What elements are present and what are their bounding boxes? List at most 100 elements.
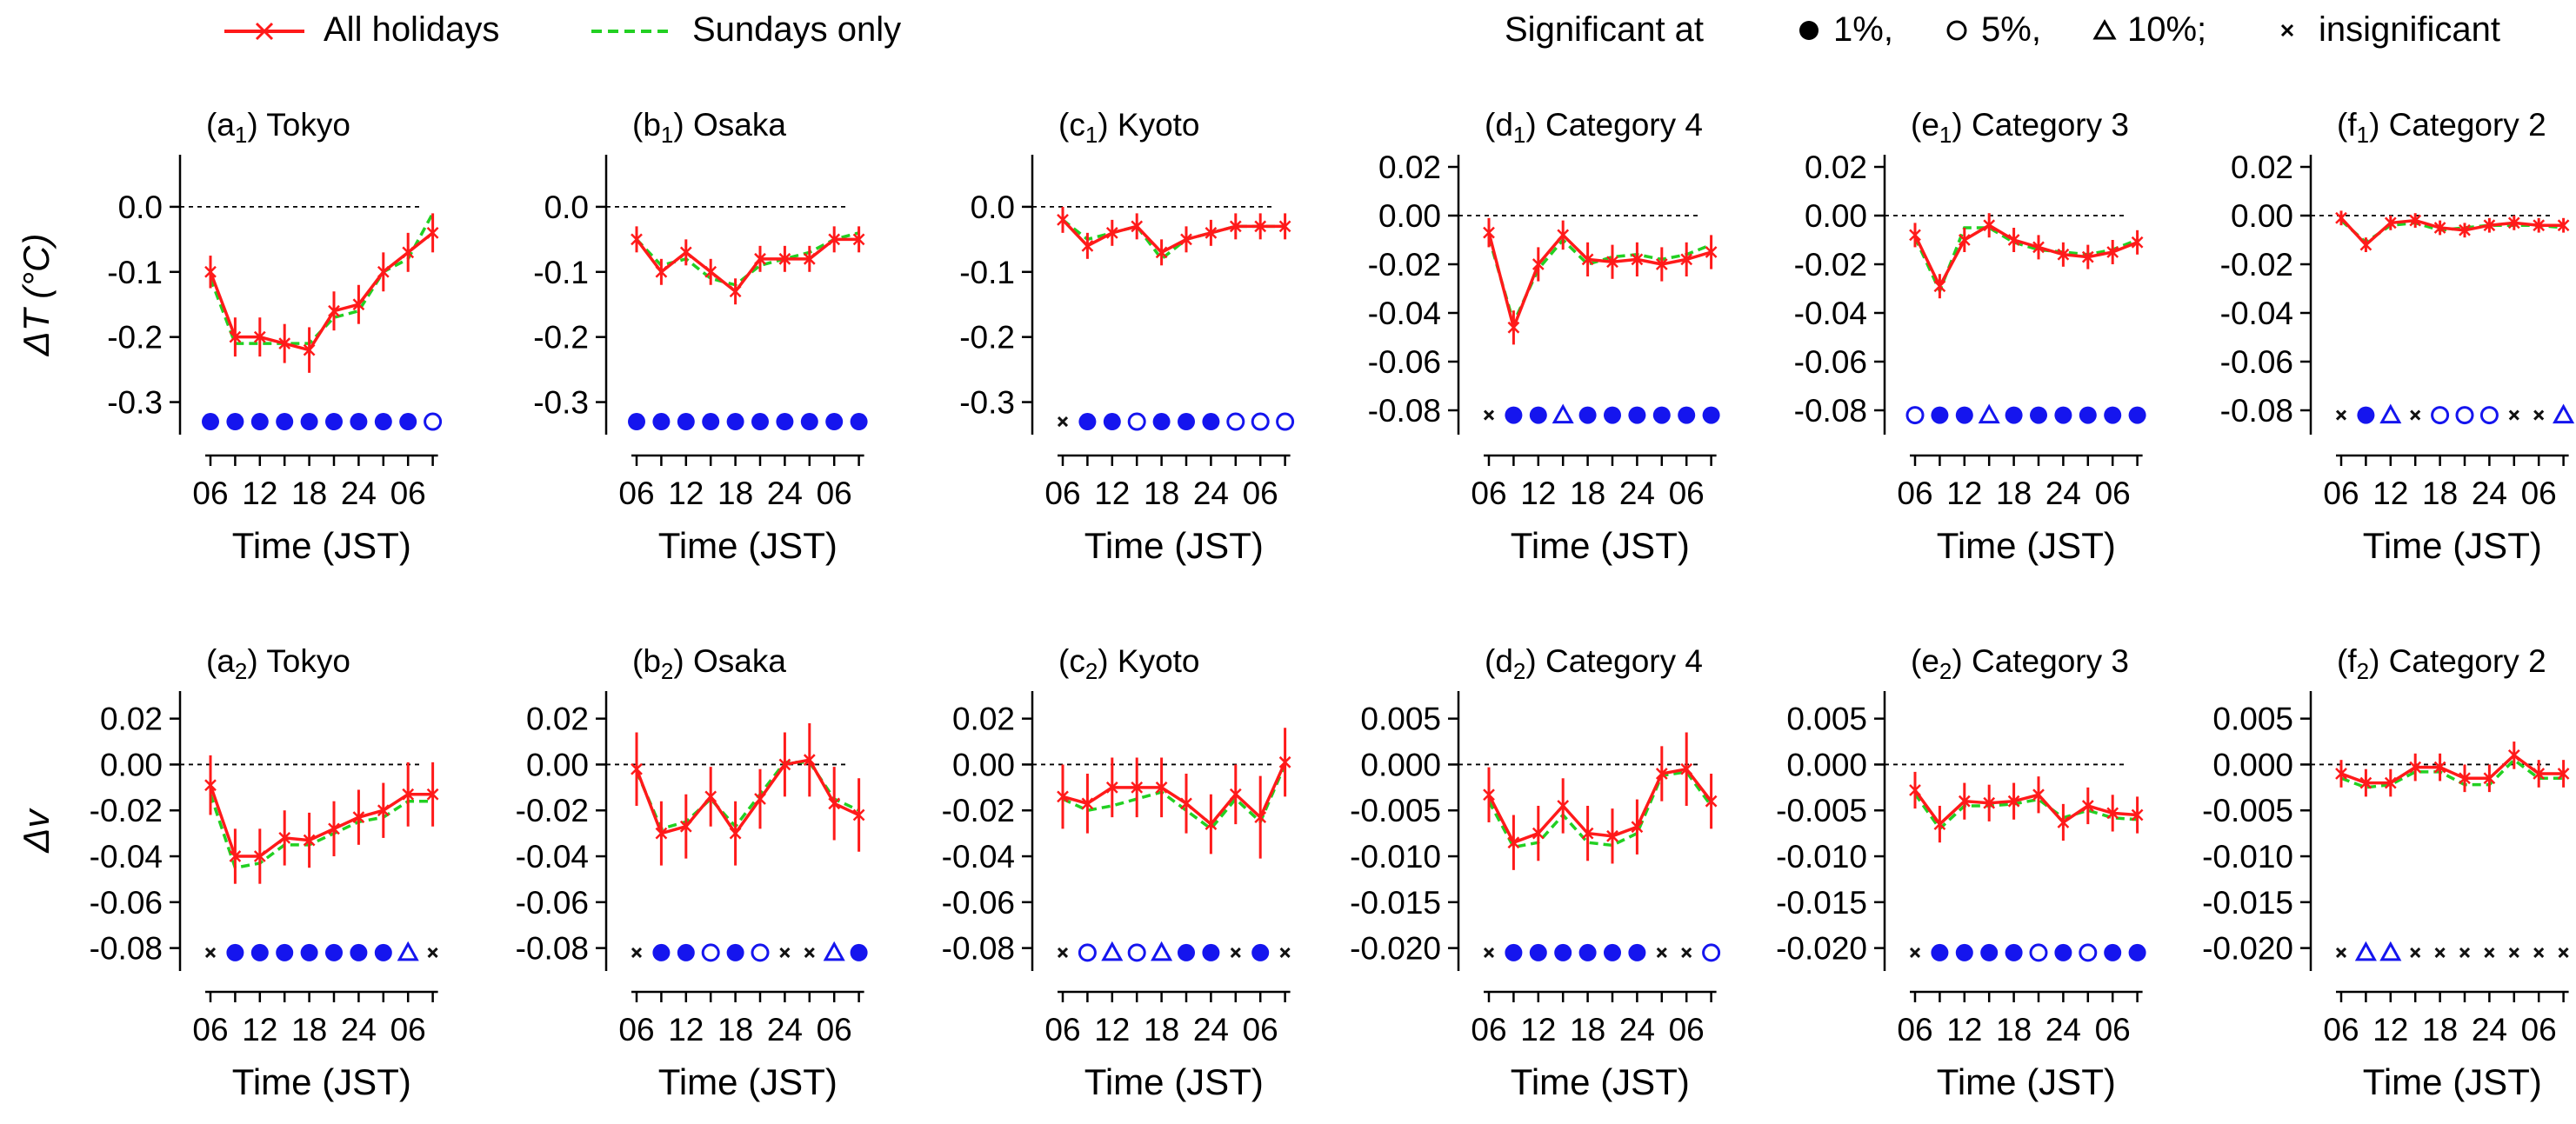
significance-marker-1pct — [374, 413, 392, 431]
significance-marker-insignificant — [2533, 409, 2545, 421]
significance-marker-1pct — [1678, 406, 1696, 424]
data-point-marker — [655, 265, 668, 278]
significance-marker-insignificant — [427, 947, 438, 958]
significance-marker-1pct — [677, 413, 695, 431]
x-tick-label: 24 — [1193, 476, 1229, 511]
significance-marker-1pct — [1604, 943, 1621, 961]
data-point-marker — [253, 330, 266, 343]
x-tick-label: 06 — [817, 476, 852, 511]
significance-marker-1pct — [2079, 406, 2097, 424]
y-tick-label: -0.015 — [1350, 885, 1441, 921]
significance-marker-10pct — [2354, 941, 2377, 961]
significance-marker-5pct — [2455, 406, 2474, 425]
y-tick-label: -0.08 — [1368, 393, 1441, 429]
y-tick-label: -0.015 — [1776, 885, 1867, 921]
significance-marker-1pct — [1505, 943, 1523, 961]
significance-marker-insignificant — [2410, 409, 2421, 421]
significance-marker-insignificant — [1656, 947, 1667, 958]
data-point-marker — [679, 820, 692, 833]
y-tick-label: -0.08 — [942, 931, 1015, 967]
data-point-marker — [2557, 768, 2570, 780]
significance-marker-10pct — [397, 941, 419, 961]
data-point-marker — [828, 797, 841, 810]
significance-marker-1pct — [825, 413, 844, 431]
data-point-marker — [2106, 246, 2119, 258]
x-tick-label: 06 — [2521, 476, 2557, 511]
data-point-marker — [303, 834, 316, 847]
significance-marker-insignificant — [2335, 947, 2347, 958]
significance-marker-1pct — [2128, 943, 2146, 961]
data-point-marker — [1705, 246, 1718, 258]
significance-marker-1pct — [702, 413, 720, 431]
significance-marker-1pct — [1529, 943, 1547, 961]
panel-title-text: ) Tokyo — [247, 643, 350, 679]
significance-marker-1pct — [374, 943, 392, 961]
panel-title: (c2) Kyoto — [1058, 643, 1200, 684]
significance-marker-5pct — [2079, 943, 2098, 962]
series-line-all-holidays — [2340, 753, 2564, 785]
significance-marker-5pct — [751, 943, 770, 962]
data-point-marker — [1581, 827, 1594, 840]
significance-marker-1pct — [2030, 406, 2047, 424]
significance-marker-5pct — [1251, 412, 1270, 431]
significance-marker-insignificant — [2410, 947, 2421, 958]
y-tick-label: 0.00 — [100, 747, 163, 782]
significance-marker-insignificant — [2335, 409, 2347, 421]
significance-marker-1pct — [300, 943, 318, 961]
significance-marker-1pct — [800, 413, 818, 431]
data-point-marker — [2032, 241, 2045, 254]
series-line-all-holidays — [1913, 788, 2138, 827]
y-tick-label: -0.08 — [2220, 393, 2293, 429]
x-tick-label: 06 — [390, 1012, 426, 1048]
significance-marker-insignificant — [2459, 947, 2471, 958]
y-tick-label: 0.0 — [118, 190, 163, 225]
data-point-marker — [679, 246, 692, 259]
data-point-marker — [704, 790, 717, 803]
significance-marker-1pct — [2104, 943, 2122, 961]
x-tick-label: 06 — [1669, 476, 1705, 511]
significance-marker-1pct — [226, 943, 244, 961]
data-point-marker — [1483, 788, 1495, 801]
x-axis-label: Time (JST) — [658, 1061, 838, 1102]
data-point-marker — [204, 265, 217, 278]
y-tick-label: -0.005 — [2202, 793, 2293, 828]
significance-marker-5pct — [2029, 943, 2048, 962]
panel-title-text: ) Kyoto — [1098, 107, 1199, 143]
y-tick-label: 0.005 — [1360, 702, 1441, 737]
significance-marker-1pct — [1931, 943, 1949, 961]
significance-marker-5pct — [1127, 412, 1146, 431]
x-axis-label: Time (JST) — [1511, 1061, 1690, 1102]
series-line-sundays-only — [1062, 763, 1287, 831]
y-tick-label: 0.000 — [1360, 747, 1441, 782]
y-tick-label: -0.010 — [1350, 839, 1441, 875]
y-tick-label: 0.02 — [1378, 150, 1441, 185]
legend-all-holidays-marker — [255, 22, 274, 41]
data-point-marker — [1532, 827, 1545, 840]
significance-marker-insignificant — [1483, 409, 1495, 421]
series-line-all-holidays — [1062, 762, 1287, 827]
y-tick-label: 0.00 — [952, 747, 1015, 782]
x-tick-label: 06 — [2095, 1012, 2131, 1048]
data-point-marker — [2483, 219, 2496, 232]
panel-title: (e1) Category 3 — [1911, 107, 2129, 148]
data-point-marker — [1532, 258, 1545, 270]
x-tick-label: 06 — [1897, 1012, 1932, 1048]
data-point-marker — [1933, 818, 1946, 830]
significance-marker-insignificant — [1681, 947, 1692, 958]
significance-marker-1pct — [1078, 413, 1097, 431]
y-tick-label: -0.005 — [1776, 793, 1867, 828]
data-point-marker — [303, 343, 316, 356]
significance-marker-1pct — [325, 413, 343, 431]
data-point-marker — [2459, 223, 2471, 236]
significance-marker-1pct — [1578, 406, 1597, 424]
panel-title: (a2) Tokyo — [206, 643, 350, 684]
y-tick-label: -0.04 — [1368, 296, 1441, 331]
y-tick-label: -0.06 — [942, 885, 1015, 921]
data-point-marker — [204, 779, 217, 792]
panel-title-subscript: 1 — [661, 122, 673, 148]
x-tick-label: 06 — [618, 476, 654, 511]
legend-sundays-only: Sundays only — [591, 10, 901, 49]
panel-title: (b2) Osaka — [632, 643, 786, 684]
data-point-marker — [2533, 768, 2546, 780]
significance-marker-1pct — [2005, 406, 2023, 424]
